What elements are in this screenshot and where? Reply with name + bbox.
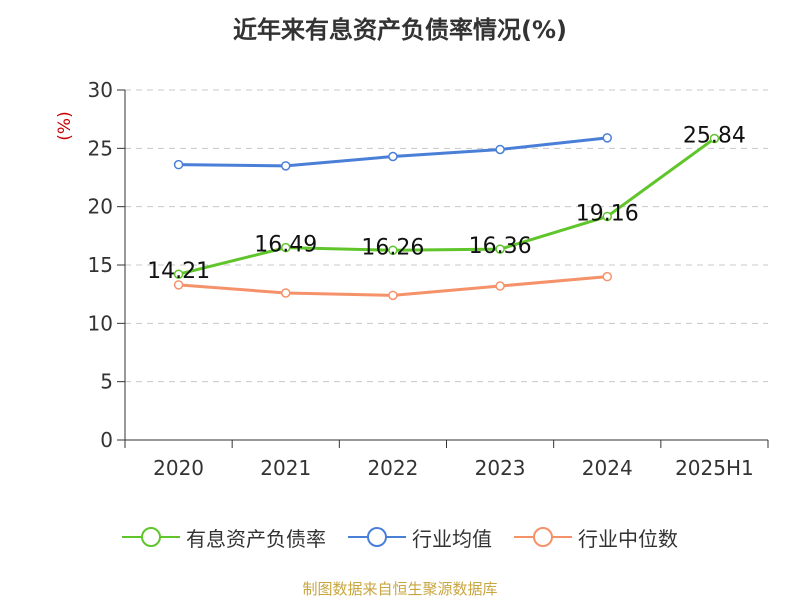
legend-item: 行业中位数 bbox=[514, 523, 678, 552]
data-label: 16.49 bbox=[254, 233, 317, 258]
legend-item: 行业均值 bbox=[348, 523, 492, 552]
data-point bbox=[173, 280, 184, 290]
legend-label: 有息资产负债率 bbox=[186, 526, 326, 551]
legend-swatch bbox=[122, 527, 180, 547]
series-lines bbox=[173, 133, 720, 301]
data-point bbox=[281, 242, 291, 253]
data-point bbox=[281, 288, 291, 298]
data-point bbox=[602, 211, 612, 222]
legend-swatch-marker bbox=[141, 527, 161, 547]
y-tick-label: 0 bbox=[100, 428, 113, 452]
chart-title: 近年来有息资产负债率情况(%) bbox=[233, 16, 567, 44]
data-point bbox=[495, 281, 505, 291]
x-tick-label: 2021 bbox=[260, 456, 311, 480]
y-tick-label: 25 bbox=[88, 136, 113, 160]
data-labels: 14.21 16.49 16.26 16.36 19.16 25.84 bbox=[147, 124, 746, 285]
y-axis-label: (%) bbox=[55, 111, 75, 140]
data-label: 14.21 bbox=[147, 259, 210, 284]
data-point bbox=[495, 244, 505, 254]
data-point bbox=[388, 245, 398, 256]
legend-item: 有息资产负债率 bbox=[122, 523, 326, 552]
data-label: 16.26 bbox=[361, 235, 424, 260]
grid-lines bbox=[125, 89, 768, 383]
x-tick-label: 2024 bbox=[582, 456, 633, 480]
data-point bbox=[281, 161, 291, 171]
axes: 0 5 10 15 20 25 30 2020 2021 2022 2023 2024 2025H1 (%… bbox=[55, 78, 769, 480]
y-tick-label: 5 bbox=[100, 370, 113, 394]
x-tick-label: 2023 bbox=[475, 456, 526, 480]
x-tick-label: 2025H1 bbox=[675, 456, 754, 480]
data-point bbox=[388, 290, 398, 301]
data-point bbox=[173, 159, 184, 170]
data-label: 16.36 bbox=[469, 234, 532, 259]
series-line bbox=[178, 137, 716, 276]
y-tick-label: 10 bbox=[88, 311, 113, 335]
data-point bbox=[388, 151, 398, 162]
data-point bbox=[173, 269, 184, 279]
data-point bbox=[602, 133, 612, 143]
data-label: 25.84 bbox=[683, 124, 746, 149]
data-point bbox=[495, 144, 505, 155]
legend: 有息资产负债率 行业均值 行业中位数 bbox=[0, 520, 800, 554]
legend-swatch bbox=[348, 527, 406, 547]
y-tick-label: 30 bbox=[88, 78, 113, 102]
source-note: 制图数据来自恒生聚源数据库 bbox=[302, 580, 498, 598]
legend-swatch-marker bbox=[367, 527, 387, 547]
y-tick-label: 20 bbox=[88, 195, 113, 219]
data-point bbox=[602, 271, 612, 282]
legend-label: 行业均值 bbox=[412, 526, 492, 551]
x-tick-label: 2022 bbox=[367, 456, 418, 480]
data-label: 19.16 bbox=[576, 201, 639, 226]
legend-swatch bbox=[514, 527, 572, 547]
data-point bbox=[709, 133, 720, 144]
legend-swatch-marker bbox=[533, 527, 553, 547]
legend-label: 行业中位数 bbox=[578, 526, 678, 551]
y-tick-label: 15 bbox=[88, 253, 113, 277]
x-tick-label: 2020 bbox=[153, 456, 204, 480]
